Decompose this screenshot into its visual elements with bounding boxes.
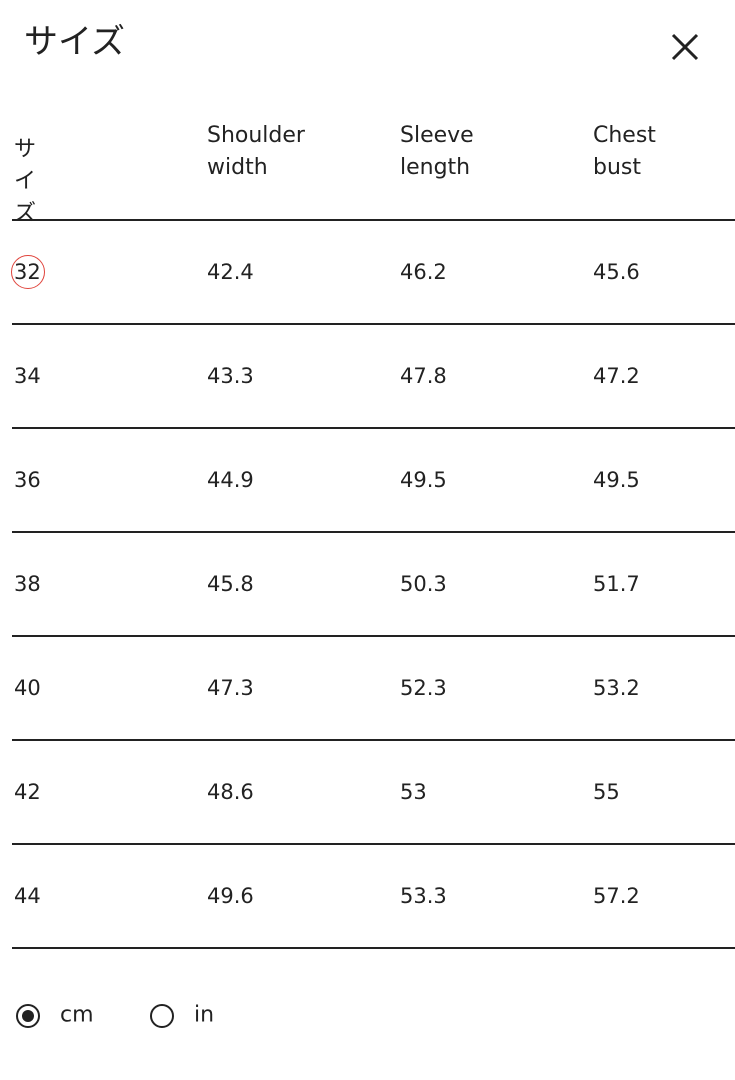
modal-title: サイズ: [24, 22, 125, 62]
row-divider: [12, 219, 735, 221]
measure-cell: 47.2: [593, 364, 640, 388]
measure-cell: 52.3: [400, 676, 447, 700]
measure-cell: 46.2: [400, 260, 447, 284]
measure-cell: 45.6: [593, 260, 640, 284]
measure-cell: 47.3: [207, 676, 254, 700]
row-divider: [12, 323, 735, 325]
row-divider: [12, 843, 735, 845]
size-cell: 34: [14, 364, 41, 388]
unit-radio[interactable]: [16, 1004, 40, 1028]
column-header: Chest bust: [593, 123, 656, 180]
row-divider: [12, 739, 735, 741]
measure-cell: 57.2: [593, 884, 640, 908]
measure-cell: 53: [400, 780, 427, 804]
size-cell: 40: [14, 676, 41, 700]
column-header: サイズ: [14, 137, 37, 226]
radio-dot: [22, 1010, 34, 1022]
measure-cell: 50.3: [400, 572, 447, 596]
measure-cell: 43.3: [207, 364, 254, 388]
measure-cell: 49.5: [400, 468, 447, 492]
column-header: Sleeve length: [400, 123, 474, 180]
measure-cell: 55: [593, 780, 620, 804]
measure-cell: 51.7: [593, 572, 640, 596]
measure-cell: 49.5: [593, 468, 640, 492]
unit-label[interactable]: cm: [60, 1002, 94, 1028]
row-divider: [12, 427, 735, 429]
column-header: Shoulder width: [207, 123, 305, 180]
row-divider: [12, 947, 735, 949]
measure-cell: 45.8: [207, 572, 254, 596]
row-divider: [12, 531, 735, 533]
measure-cell: 53.2: [593, 676, 640, 700]
close-button[interactable]: [666, 28, 704, 66]
size-cell: 36: [14, 468, 41, 492]
row-divider: [12, 635, 735, 637]
unit-label[interactable]: in: [194, 1002, 215, 1028]
highlight-circle: [11, 255, 45, 289]
measure-cell: 49.6: [207, 884, 254, 908]
measure-cell: 44.9: [207, 468, 254, 492]
size-cell: 42: [14, 780, 41, 804]
size-cell: 38: [14, 572, 41, 596]
measure-cell: 48.6: [207, 780, 254, 804]
unit-radio[interactable]: [150, 1004, 174, 1028]
measure-cell: 42.4: [207, 260, 254, 284]
size-cell: 44: [14, 884, 41, 908]
measure-cell: 53.3: [400, 884, 447, 908]
measure-cell: 47.8: [400, 364, 447, 388]
